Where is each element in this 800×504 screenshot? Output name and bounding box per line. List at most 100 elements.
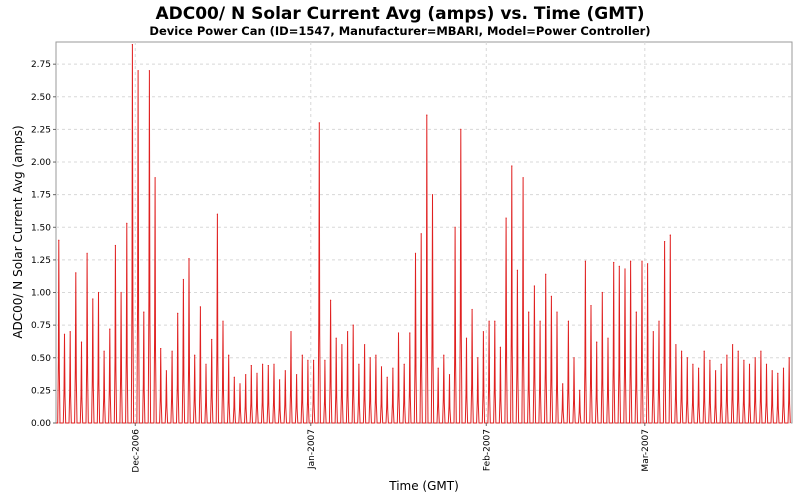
data-point — [528, 311, 530, 313]
data-point — [477, 357, 479, 359]
data-point — [743, 359, 745, 361]
data-point — [618, 265, 620, 267]
data-point — [239, 383, 241, 385]
data-point — [216, 213, 218, 215]
data-point — [748, 363, 751, 365]
data-point — [205, 363, 207, 365]
data-point — [579, 389, 581, 391]
data-point — [109, 328, 111, 330]
data-point — [709, 359, 711, 361]
data-point — [782, 367, 785, 369]
data-point — [222, 320, 224, 322]
data-point — [58, 239, 60, 241]
data-point — [126, 222, 128, 224]
data-point — [607, 337, 609, 339]
data-point — [737, 350, 739, 352]
data-point — [760, 350, 762, 352]
data-point — [403, 363, 405, 365]
data-point — [533, 285, 536, 287]
data-point — [647, 263, 649, 265]
data-point — [630, 260, 632, 262]
data-point — [313, 359, 315, 361]
data-point — [511, 165, 513, 167]
data-point — [522, 177, 524, 179]
y-tick-label: 2.75 — [31, 60, 51, 70]
data-point — [675, 344, 677, 346]
y-axis-label: ADC00/ N Solar Current Avg (amps) — [11, 125, 25, 338]
data-point — [765, 363, 768, 365]
x-tick-label: Dec-2006 — [131, 429, 141, 473]
x-axis-ticks: Dec-2006 Jan-2007 Feb-2007 Mar-2007 — [131, 423, 651, 473]
data-point — [97, 291, 100, 294]
y-tick-label: 0.25 — [31, 386, 51, 396]
data-point — [431, 194, 434, 196]
y-tick-label: 0.75 — [31, 321, 51, 331]
x-tick-label: Feb-2007 — [482, 429, 492, 471]
data-point — [726, 354, 728, 356]
data-point — [279, 379, 281, 381]
data-point — [347, 331, 349, 333]
data-point — [364, 344, 366, 346]
data-point — [641, 260, 643, 262]
data-point — [465, 337, 468, 339]
data-point — [301, 354, 303, 356]
data-point — [63, 333, 66, 335]
data-point — [397, 332, 400, 334]
data-point — [250, 365, 252, 367]
data-point — [284, 370, 286, 372]
data-point — [590, 305, 592, 307]
data-point — [499, 346, 501, 348]
y-tick-label: 1.50 — [31, 223, 51, 233]
data-point — [380, 366, 383, 368]
data-point — [103, 350, 105, 352]
data-point — [692, 363, 694, 365]
data-point — [545, 273, 547, 275]
data-point — [414, 252, 417, 254]
data-point — [120, 291, 122, 294]
data-point — [658, 320, 660, 322]
data-point — [114, 244, 116, 247]
data-point — [596, 341, 598, 343]
data-point — [199, 306, 201, 308]
data-point — [584, 260, 587, 262]
data-point — [669, 234, 671, 236]
data-point — [516, 269, 519, 271]
data-point — [392, 367, 394, 369]
data-point — [732, 344, 734, 346]
y-tick-label: 0.00 — [31, 419, 51, 429]
data-point — [562, 383, 564, 385]
data-point — [777, 372, 779, 374]
data-point — [256, 372, 258, 374]
y-axis-ticks: 0.00 0.25 0.50 0.75 1.00 1.25 1.50 1.75 2.00 2.25… — [31, 60, 56, 429]
data-point — [635, 311, 637, 313]
y-tick-label: 1.75 — [31, 191, 51, 201]
y-tick-label: 2.00 — [31, 158, 51, 168]
data-point — [245, 374, 247, 376]
data-point — [448, 374, 451, 376]
y-tick-label: 2.25 — [31, 125, 51, 135]
data-point — [273, 363, 275, 365]
data-point — [165, 370, 167, 372]
data-point — [290, 331, 292, 333]
data-point — [69, 331, 71, 333]
data-point — [426, 114, 428, 116]
data-point — [460, 128, 462, 130]
data-point — [754, 357, 756, 359]
data-point — [652, 331, 654, 333]
data-point — [550, 295, 553, 297]
data-point — [194, 354, 196, 356]
data-point — [318, 122, 320, 124]
data-point — [715, 370, 717, 372]
data-point — [437, 367, 439, 369]
data-point — [698, 367, 700, 369]
chart-subtitle: Device Power Can (ID=1547, Manufacturer=… — [149, 24, 650, 38]
data-point — [703, 350, 705, 352]
data-point — [131, 44, 133, 46]
data-point — [171, 350, 173, 352]
data-point — [228, 354, 230, 356]
data-point — [233, 376, 235, 378]
x-axis-label: Time (GMT) — [388, 479, 459, 493]
data-point — [267, 365, 269, 367]
